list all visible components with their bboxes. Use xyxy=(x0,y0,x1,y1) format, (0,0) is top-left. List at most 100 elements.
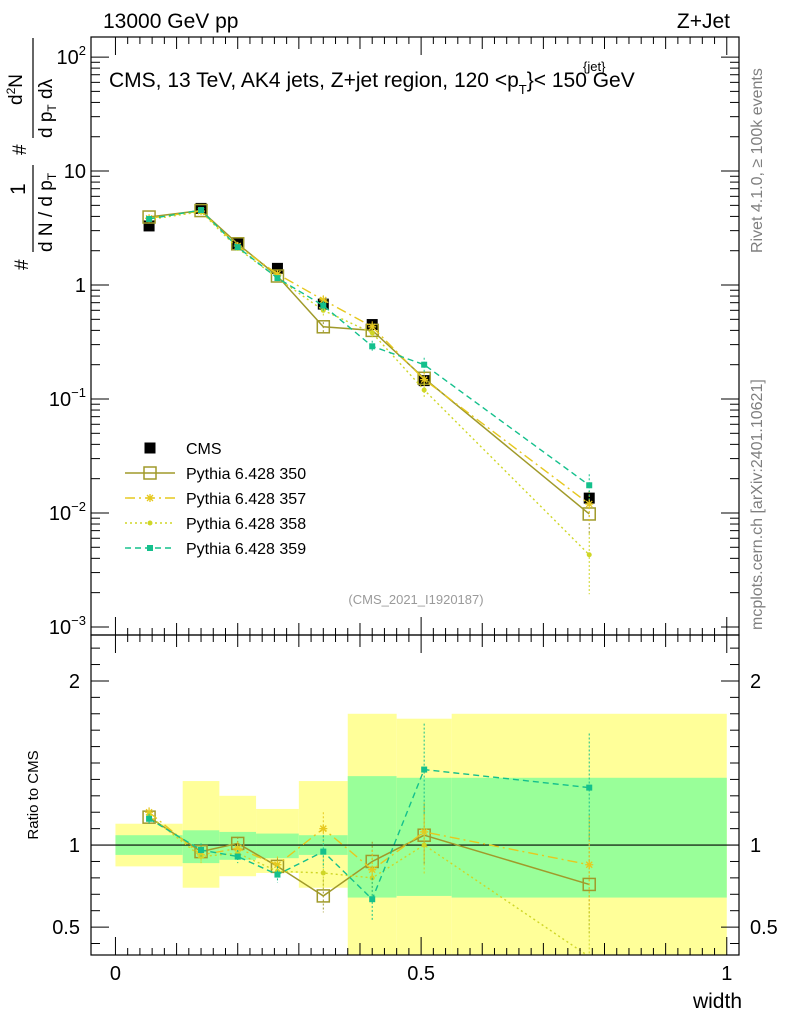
title-tail: }< 150 GeV xyxy=(527,69,635,92)
legend-entry-p350: Pythia 6.428 350 xyxy=(125,466,306,483)
mcplots-label: mcplots.cern.ch [arXiv:2401.10621] xyxy=(749,379,766,630)
x-axis-label: width xyxy=(692,990,742,1013)
data-point-p358 xyxy=(421,387,427,393)
data-point-p357 xyxy=(319,295,328,304)
main-y-tick-base: 10 xyxy=(49,503,71,525)
ratio-series-clip xyxy=(142,723,596,955)
legend-marker-p357 xyxy=(146,494,154,502)
data-point-p358 xyxy=(369,330,375,336)
data-point-cms xyxy=(143,220,155,232)
legend-entry-cms: CMS xyxy=(144,441,222,458)
ylabel-num-sup: 2 xyxy=(4,87,18,94)
ratio-x-tick-label: 1 xyxy=(721,963,732,985)
ratio-point-p359 xyxy=(320,848,327,855)
main-y-tick-label: 10−1 xyxy=(49,385,86,411)
legend-label: CMS xyxy=(186,441,222,458)
main-y-tick-base: 10 xyxy=(49,389,71,411)
ratio-y-tick-label-left: 0.5 xyxy=(52,917,80,939)
data-point-p359 xyxy=(234,244,241,251)
ylabel-den-sub: T xyxy=(45,172,59,180)
ratio-point-p357 xyxy=(368,865,377,874)
ratio-y-tick-label-left: 2 xyxy=(69,671,80,693)
ratio-point-p359 xyxy=(586,784,593,791)
main-y-tick-label: 10 xyxy=(64,161,86,183)
ratio-point-p357 xyxy=(585,860,594,869)
ratio-point-p359 xyxy=(274,871,281,878)
analysis-watermark: (CMS_2021_I1920187) xyxy=(348,592,483,607)
ratio-point-p358 xyxy=(421,842,427,848)
ylabel-denb: d p xyxy=(36,112,57,138)
main-y-tick-label: 102 xyxy=(57,43,86,69)
main-series-clip xyxy=(142,202,596,595)
data-point-p359 xyxy=(369,343,376,350)
series-line-p358 xyxy=(148,210,590,556)
main-y-axis-label: # 1 d N / d pT # d2N d pT dλ xyxy=(4,38,59,270)
data-point-p357 xyxy=(273,269,282,278)
title-sup: {jet} xyxy=(583,59,606,74)
legend-marker-p358 xyxy=(147,520,153,526)
ylabel-den: d N / d p xyxy=(36,180,57,252)
legend-label: Pythia 6.428 358 xyxy=(186,516,306,533)
data-point-p357 xyxy=(368,322,377,331)
ratio-point-p359 xyxy=(369,896,376,903)
ratio-x-tick-label: 0 xyxy=(110,963,121,985)
ylabel-hash: # xyxy=(12,259,33,270)
ratio-y-tick-label-left: 1 xyxy=(69,835,80,857)
title-sub: T xyxy=(519,82,527,97)
title-main: CMS, 13 TeV, AK4 jets, Z+jet region, 120… xyxy=(109,69,519,92)
ratio-line-p357 xyxy=(148,811,590,871)
data-point-p350 xyxy=(194,203,208,218)
main-y-tick-exponent: 2 xyxy=(79,43,86,58)
data-point-p350 xyxy=(316,320,331,334)
main-y-tick-base: 10 xyxy=(57,47,79,69)
ratio-point-p358 xyxy=(320,870,326,876)
data-point-p359 xyxy=(421,361,428,368)
data-point-p359 xyxy=(586,482,593,489)
data-point-p359 xyxy=(146,215,153,222)
ratio-frame xyxy=(90,634,740,956)
main-y-tick-label: 10−3 xyxy=(49,613,86,639)
main-y-tick-base: 10 xyxy=(49,617,71,639)
header-right-label: Z+Jet xyxy=(677,10,730,33)
legend-entry-p359: Pythia 6.428 359 xyxy=(125,541,306,558)
main-x-axis-ticks xyxy=(114,37,728,635)
legend-label: Pythia 6.428 350 xyxy=(186,466,306,483)
ratio-panel: 0.5 0.51 12 2 0 0.5 1 Ratio to CMS width xyxy=(25,634,778,1013)
ratio-point-p359 xyxy=(421,766,428,773)
svg-text:d N / d pT: d N / d pT xyxy=(36,172,59,252)
data-point-cms xyxy=(271,262,283,274)
ratio-point-p359 xyxy=(234,853,241,860)
legend: CMS Pythia 6.428 350 Pythia 6.428 357 Pythi… xyxy=(125,441,306,558)
ylabel-denb-rest: dλ xyxy=(36,78,57,104)
ratio-point-p359 xyxy=(146,815,153,822)
main-y-tick-exponent: −3 xyxy=(71,613,86,628)
ratio-point-p350 xyxy=(316,889,331,903)
svg-text:d2N: d2N xyxy=(4,74,27,105)
data-point-p357 xyxy=(420,375,429,384)
ylabel-hash-2: # xyxy=(10,144,31,155)
svg-text:d pT dλ: d pT dλ xyxy=(36,78,59,138)
ratio-series-layer xyxy=(142,723,596,955)
ratio-point-p359 xyxy=(198,846,205,853)
legend-marker-p350 xyxy=(143,466,157,480)
data-point-p358 xyxy=(586,552,592,558)
ratio-y-axis: 0.5 0.5 1 1 2 2 xyxy=(52,647,778,945)
legend-entry-p357: Pythia 6.428 357 xyxy=(125,491,306,508)
ratio-band-inner xyxy=(256,833,299,859)
series-p350 xyxy=(142,203,596,536)
legend-marker-p359 xyxy=(147,545,153,551)
legend-entry-p358: Pythia 6.428 358 xyxy=(125,516,306,533)
series-line-p359 xyxy=(148,209,590,486)
ratio-y-tick-label-right: 1 xyxy=(750,835,761,857)
legend-label: Pythia 6.428 357 xyxy=(186,491,306,508)
data-point-p359 xyxy=(274,275,281,282)
main-y-tick-label: 1 xyxy=(75,275,86,297)
ratio-y-tick-label-right: 2 xyxy=(750,671,761,693)
main-y-tick-exponent: −1 xyxy=(71,385,86,400)
ratio-point-p357 xyxy=(319,824,328,833)
series-cms xyxy=(143,202,595,507)
main-y-tick-exponent: −2 xyxy=(71,499,86,514)
